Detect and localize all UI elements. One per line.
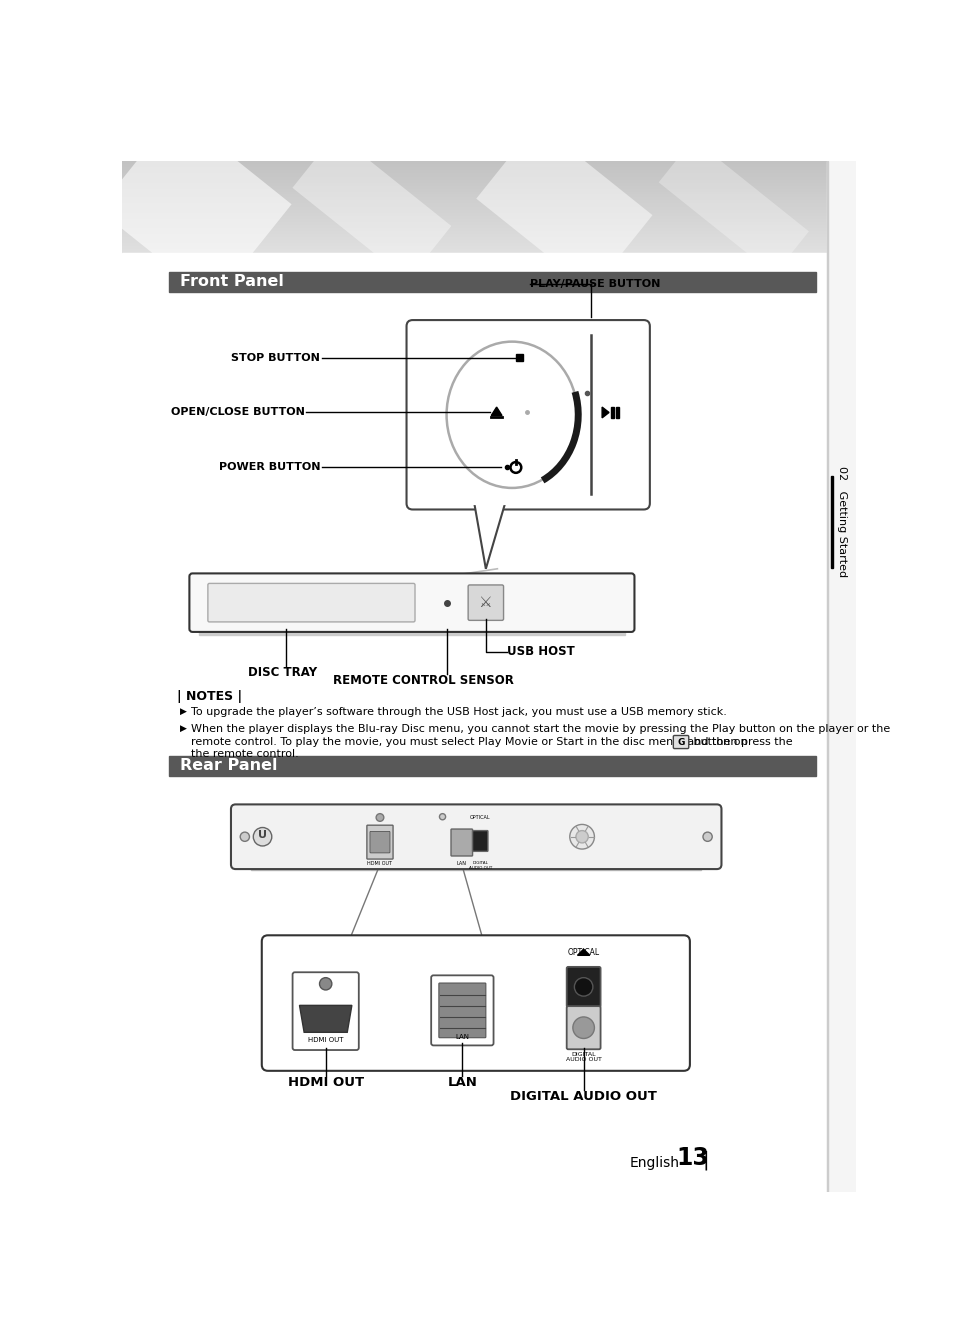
- Text: OPEN/CLOSE BUTTON: OPEN/CLOSE BUTTON: [171, 407, 305, 418]
- FancyBboxPatch shape: [231, 805, 720, 869]
- Text: POWER BUTTON: POWER BUTTON: [218, 462, 320, 473]
- FancyBboxPatch shape: [370, 832, 390, 853]
- Ellipse shape: [446, 341, 577, 487]
- Text: DIGITAL AUDIO OUT: DIGITAL AUDIO OUT: [510, 1090, 657, 1103]
- Text: To upgrade the player’s software through the USB Host jack, you must use a USB m: To upgrade the player’s software through…: [191, 707, 726, 718]
- Text: DIGITAL
AUDIO OUT: DIGITAL AUDIO OUT: [565, 1051, 601, 1062]
- FancyBboxPatch shape: [367, 825, 393, 860]
- Bar: [826, 161, 827, 1192]
- Polygon shape: [577, 949, 589, 955]
- Text: LAN: LAN: [456, 861, 466, 866]
- FancyBboxPatch shape: [261, 936, 689, 1071]
- Text: remote control. To play the movie, you must select Play Movie or Start in the di: remote control. To play the movie, you m…: [191, 736, 792, 747]
- Bar: [826, 161, 856, 1192]
- Circle shape: [319, 977, 332, 990]
- Polygon shape: [474, 503, 504, 569]
- Text: HDMI OUT: HDMI OUT: [287, 1077, 363, 1089]
- Polygon shape: [491, 407, 501, 415]
- Text: button on: button on: [689, 736, 747, 747]
- Circle shape: [510, 462, 520, 473]
- Bar: [611, 407, 614, 418]
- Text: USB HOST: USB HOST: [506, 645, 574, 659]
- Bar: [170, 757, 816, 775]
- FancyBboxPatch shape: [293, 972, 358, 1050]
- Text: STOP BUTTON: STOP BUTTON: [232, 353, 320, 363]
- FancyBboxPatch shape: [566, 1006, 600, 1050]
- Text: ▶: ▶: [180, 707, 187, 716]
- Circle shape: [702, 832, 712, 841]
- Circle shape: [253, 828, 272, 846]
- FancyBboxPatch shape: [472, 830, 487, 852]
- Text: the remote control.: the remote control.: [191, 749, 298, 759]
- Circle shape: [569, 825, 594, 849]
- Text: OPTICAL: OPTICAL: [470, 815, 490, 821]
- FancyBboxPatch shape: [438, 983, 485, 1038]
- FancyBboxPatch shape: [451, 829, 472, 856]
- Circle shape: [240, 832, 249, 841]
- Bar: [198, 629, 624, 635]
- Text: 13: 13: [676, 1146, 708, 1170]
- Text: HDMI OUT: HDMI OUT: [367, 861, 392, 866]
- Text: DISC TRAY: DISC TRAY: [248, 665, 316, 679]
- Text: When the player displays the Blu-ray Disc menu, you cannot start the movie by pr: When the player displays the Blu-ray Dis…: [191, 724, 889, 734]
- Circle shape: [576, 830, 588, 842]
- Text: HDMI OUT: HDMI OUT: [308, 1038, 343, 1043]
- Text: OPTICAL: OPTICAL: [567, 948, 599, 956]
- Text: LAN: LAN: [455, 1034, 469, 1040]
- FancyBboxPatch shape: [190, 573, 634, 632]
- Text: |: |: [701, 1150, 708, 1170]
- Text: ▶: ▶: [180, 724, 187, 734]
- Text: PLAY/PAUSE BUTTON: PLAY/PAUSE BUTTON: [529, 279, 659, 289]
- Bar: [830, 475, 832, 568]
- Text: U: U: [257, 830, 267, 840]
- Circle shape: [572, 1016, 594, 1039]
- FancyBboxPatch shape: [566, 967, 600, 1007]
- Text: ⚔: ⚔: [478, 595, 492, 611]
- Text: REMOTE CONTROL SENSOR: REMOTE CONTROL SENSOR: [333, 674, 514, 687]
- Circle shape: [375, 814, 383, 821]
- Bar: [516, 355, 522, 362]
- Text: DIGITAL
AUDIO OUT: DIGITAL AUDIO OUT: [468, 861, 492, 870]
- FancyBboxPatch shape: [468, 585, 503, 620]
- Text: G: G: [677, 738, 684, 747]
- Text: LAN: LAN: [447, 1077, 476, 1089]
- Bar: [170, 272, 816, 292]
- Text: Front Panel: Front Panel: [180, 274, 284, 289]
- Polygon shape: [299, 1006, 352, 1032]
- Circle shape: [574, 977, 592, 996]
- Bar: [251, 865, 700, 870]
- Text: Rear Panel: Rear Panel: [180, 758, 277, 774]
- Text: English: English: [629, 1156, 679, 1170]
- FancyBboxPatch shape: [208, 584, 415, 621]
- Polygon shape: [601, 407, 608, 418]
- Text: | NOTES |: | NOTES |: [177, 691, 242, 703]
- Text: 02   Getting Started: 02 Getting Started: [836, 466, 845, 577]
- FancyBboxPatch shape: [406, 320, 649, 510]
- Bar: [616, 407, 618, 418]
- Circle shape: [439, 814, 445, 819]
- FancyBboxPatch shape: [431, 975, 493, 1046]
- FancyBboxPatch shape: [673, 735, 688, 749]
